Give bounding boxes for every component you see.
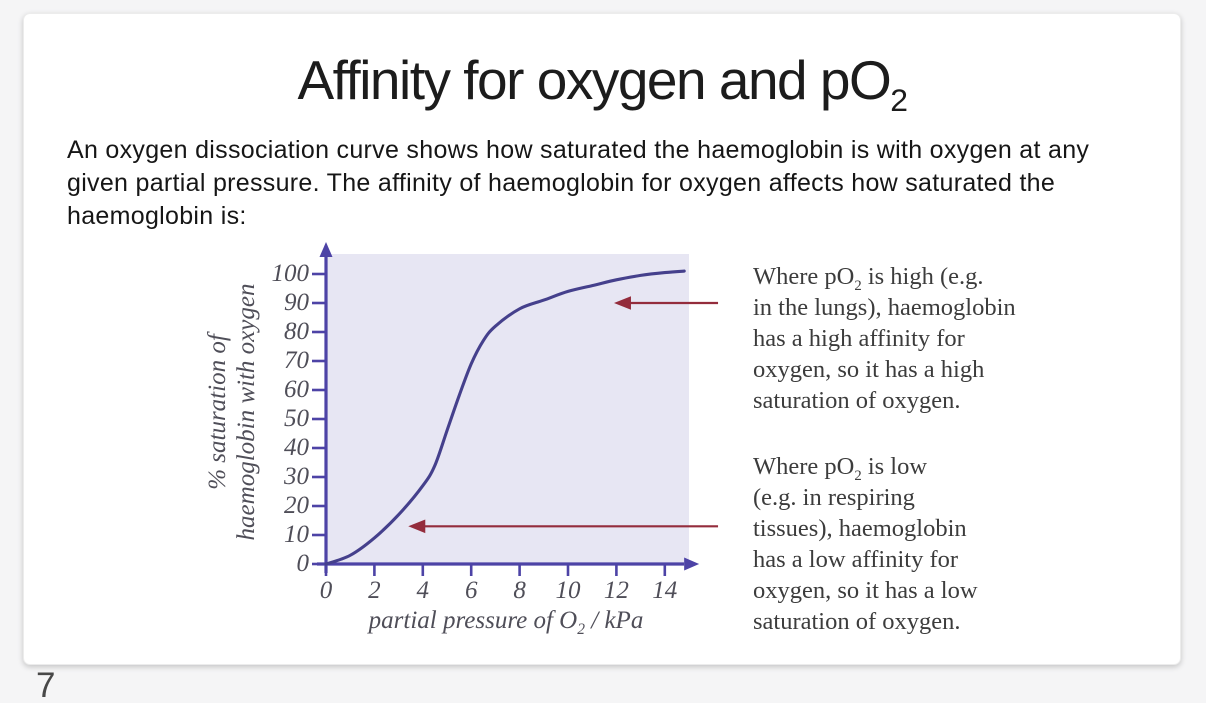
y-axis-label: % saturation of haemoglobin with oxygen [204, 283, 260, 541]
x-axis-tick-label: 12 [603, 577, 629, 604]
x-axis-label: partial pressure of O2 / kPa [368, 607, 644, 638]
y-axis-tick-label: 80 [284, 318, 309, 345]
plot-area [326, 254, 689, 564]
page-number: 7 [36, 666, 56, 703]
chart-canvas [312, 242, 719, 576]
annotation-arrowhead-icon [408, 519, 426, 534]
x-axis-tick-label: 4 [416, 577, 430, 604]
x-axis-tick-label: 2 [368, 577, 381, 604]
low-pO2-annotation-text: Where pO2 is low (e.g. in respiring tissue… [753, 453, 978, 635]
y-axis-tick-label: 90 [284, 289, 309, 316]
x-axis-tick-label: 8 [513, 577, 526, 604]
x-axis-tick-label: 0 [319, 577, 333, 604]
slide-title: Affinity for oxygen and pO2 [297, 49, 908, 118]
slide: Affinity for oxygen and pO2 An oxygen di… [23, 13, 1181, 665]
y-axis-tick-label: 100 [271, 260, 310, 287]
y-axis-tick-label: 70 [284, 347, 309, 374]
intro-paragraph: An oxygen dissociation curve shows how s… [67, 136, 1090, 230]
y-axis-tick-label: 20 [284, 492, 309, 519]
annotation-arrowhead-icon [613, 296, 631, 310]
x-axis-tick-label: 14 [652, 577, 678, 604]
y-axis-tick-label: 10 [284, 521, 309, 548]
oxygen-dissociation-chart: partial pressure of O2 / kPa % saturatio… [196, 239, 736, 649]
y-axis-tick-label: 60 [284, 376, 309, 403]
y-axis-tick-label: 40 [284, 434, 309, 461]
dissociation-curve [324, 269, 686, 566]
x-axis-tick-label: 6 [464, 577, 478, 604]
y-axis-arrowhead-icon [319, 242, 333, 257]
x-axis-tick-label: 10 [555, 577, 581, 604]
y-axis-tick-label: 50 [284, 405, 309, 432]
y-axis-tick-label: 0 [296, 550, 310, 577]
y-axis-tick-label: 30 [284, 463, 309, 490]
high-pO2-annotation-text: Where pO2 is high (e.g. in the lungs), ha… [753, 263, 1016, 414]
x-axis-arrowhead-icon [684, 557, 700, 571]
